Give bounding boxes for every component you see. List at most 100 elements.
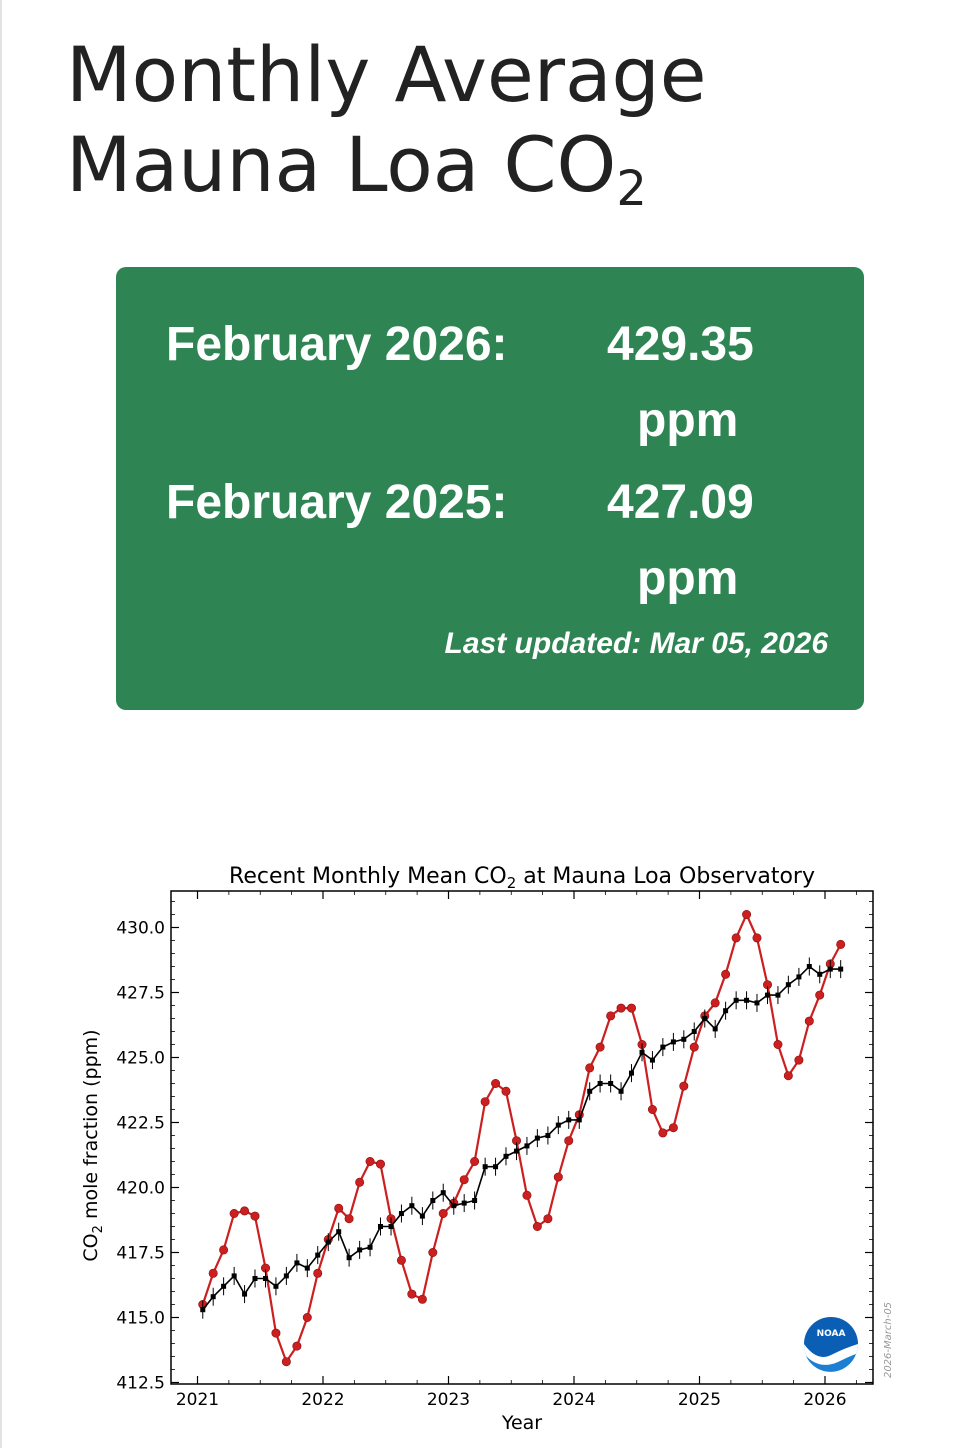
y-axis-label-part: CO: [80, 1233, 102, 1261]
monthly-mean-point: [543, 1214, 553, 1224]
seasonal-adjusted-point: [681, 1036, 687, 1042]
plot-frame: [170, 890, 874, 1385]
monthly-mean-point: [752, 933, 762, 943]
y-tick-label: 417.5: [116, 1244, 165, 1264]
seasonal-adjusted-point: [273, 1283, 279, 1289]
noaa-logo-text: NOAA: [817, 1329, 846, 1339]
x-tick-label: 2026: [803, 1390, 846, 1410]
seasonal-adjusted-point: [409, 1203, 415, 1209]
seasonal-adjusted-point: [440, 1190, 446, 1196]
seasonal-adjusted-point: [775, 992, 781, 998]
seasonal-adjusted-point: [482, 1164, 488, 1170]
seasonal-adjusted-point: [618, 1088, 624, 1094]
monthly-mean-point: [689, 1042, 699, 1052]
seasonal-adjusted-point: [670, 1039, 676, 1045]
monthly-mean-point: [595, 1042, 605, 1052]
seasonal-adjusted-point: [534, 1135, 540, 1141]
seasonal-adjusted-point: [649, 1057, 655, 1063]
seasonal-adjusted-point: [806, 964, 812, 969]
monthly-mean-point: [240, 1206, 250, 1216]
seasonal-adjusted-point: [472, 1198, 478, 1203]
chart-title-part: at Mauna Loa Observatory: [516, 864, 815, 889]
seasonal-adjusted-point: [346, 1255, 352, 1261]
seasonal-adjusted-point: [315, 1252, 321, 1258]
monthly-mean-point: [438, 1208, 448, 1218]
seasonal-adjusted-point: [200, 1307, 206, 1313]
monthly-mean-point: [679, 1081, 689, 1091]
monthly-mean-point: [804, 1016, 814, 1026]
co2-chart: Recent Monthly Mean CO2 at Mauna Loa Obs…: [80, 864, 894, 1434]
monthly-mean-point: [375, 1159, 385, 1169]
previous-year-label: February 2025:: [166, 476, 508, 529]
page-left-border: [0, 0, 2, 1448]
current-month-value: 429.35 ppm: [607, 307, 907, 459]
seasonal-adjusted-point: [733, 997, 739, 1003]
seasonal-adjusted-point: [576, 1117, 582, 1123]
monthly-mean-point: [815, 990, 825, 1000]
x-tick-label: 2024: [552, 1390, 595, 1410]
monthly-mean-point: [250, 1211, 260, 1221]
y-tick-label: 427.5: [116, 984, 165, 1004]
monthly-mean-point: [355, 1177, 365, 1187]
monthly-mean-point: [626, 1003, 636, 1013]
seasonal-adjusted-point: [691, 1029, 697, 1034]
seasonal-adjusted-point: [587, 1088, 593, 1094]
seasonal-adjusted-point: [231, 1273, 237, 1279]
monthly-mean-point: [532, 1221, 542, 1231]
seasonal-adjusted-point: [796, 974, 802, 980]
noaa-logo: NOAA: [804, 1317, 858, 1372]
monthly-mean-point: [365, 1156, 375, 1166]
y-tick-label: 420.0: [116, 1179, 165, 1199]
monthly-mean-point: [470, 1156, 480, 1166]
monthly-mean-point: [229, 1208, 239, 1218]
y-tick-label: 430.0: [116, 919, 165, 939]
date-watermark: 2026-March-05: [883, 1302, 894, 1378]
monthly-mean-line: [201, 911, 842, 1365]
y-axis-label: CO2 mole fraction (ppm): [80, 1029, 106, 1261]
chart-title-subscript: 2: [507, 874, 517, 892]
monthly-mean-point: [658, 1128, 668, 1138]
monthly-mean-point: [783, 1071, 793, 1081]
chart-title: Recent Monthly Mean CO2 at Mauna Loa Obs…: [229, 864, 815, 892]
monthly-mean-point: [616, 1003, 626, 1013]
seasonal-adjusted-point: [461, 1200, 467, 1206]
seasonal-adjusted-point: [628, 1070, 634, 1076]
seasonal-adjusted-point: [367, 1244, 373, 1250]
monthly-mean-point: [208, 1268, 218, 1278]
monthly-mean-point: [281, 1357, 291, 1367]
x-tick-label: 2022: [301, 1390, 344, 1410]
seasonal-adjusted-point: [555, 1122, 561, 1128]
monthly-mean-point: [522, 1190, 532, 1200]
monthly-mean-point: [219, 1245, 229, 1255]
seasonal-adjusted-point: [608, 1081, 614, 1086]
monthly-mean-point: [606, 1011, 616, 1021]
seasonal-adjusted-point: [545, 1133, 551, 1138]
x-tick-label: 2025: [678, 1390, 721, 1410]
seasonal-adjusted-point: [304, 1265, 310, 1271]
seasonal-adjusted-point: [817, 971, 823, 977]
monthly-mean-point: [428, 1247, 438, 1257]
noaa-logo-sea: [806, 1354, 856, 1372]
current-month-label: February 2026:: [166, 318, 508, 371]
page-title: Monthly Average Mauna Loa CO2: [66, 30, 707, 217]
seasonal-adjusted-point: [493, 1164, 499, 1170]
seasonal-adjusted-point: [566, 1117, 572, 1123]
seasonal-adjusted-line: [202, 965, 841, 1311]
monthly-mean-point: [773, 1040, 783, 1050]
seasonal-adjusted-point: [827, 966, 833, 972]
last-updated-text: Last updated: Mar 05, 2026: [444, 627, 828, 660]
seasonal-adjusted-point: [702, 1016, 708, 1021]
seasonal-adjusted-point: [242, 1291, 248, 1297]
seasonal-adjusted-point: [294, 1260, 300, 1266]
seasonal-adjusted-point: [765, 992, 771, 998]
chart-title-part: Recent Monthly Mean CO: [229, 864, 507, 889]
seasonal-adjusted-point: [503, 1153, 509, 1159]
monthly-mean-point: [794, 1055, 804, 1065]
seasonal-adjusted-point: [419, 1213, 425, 1219]
monthly-mean-point: [292, 1341, 302, 1351]
seasonal-adjusted-point: [639, 1049, 645, 1055]
y-axis-label-subscript: 2: [91, 1225, 106, 1233]
monthly-mean-point: [742, 909, 752, 919]
previous-value-unit: ppm: [637, 552, 739, 605]
y-tick-label: 412.5: [116, 1374, 165, 1394]
